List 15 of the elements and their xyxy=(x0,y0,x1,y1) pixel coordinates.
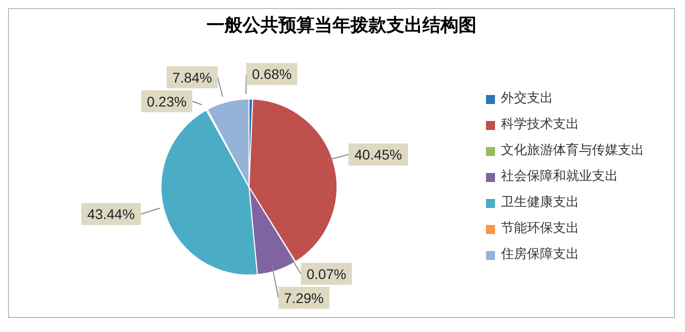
data-label: 40.45% xyxy=(354,146,402,163)
legend-label: 住房保障支出 xyxy=(501,246,579,264)
legend-label: 节能环保支出 xyxy=(501,220,579,238)
chart-title: 一般公共预算当年拨款支出结构图 xyxy=(206,14,478,37)
legend-label: 社会保障和就业支出 xyxy=(501,168,618,186)
legend-label: 外交支出 xyxy=(501,90,553,108)
data-label: 7.29% xyxy=(284,290,324,306)
data-label: 0.23% xyxy=(146,93,187,110)
data-label: 43.44% xyxy=(87,206,135,222)
data-label: 7.84% xyxy=(172,69,212,86)
legend-label: 文化旅游体育与传媒支出 xyxy=(501,142,644,160)
data-label: 0.07% xyxy=(306,266,346,282)
legend-label: 卫生健康支出 xyxy=(501,194,579,212)
data-label: 0.68% xyxy=(252,66,292,82)
legend-label: 科学技术支出 xyxy=(501,116,579,134)
